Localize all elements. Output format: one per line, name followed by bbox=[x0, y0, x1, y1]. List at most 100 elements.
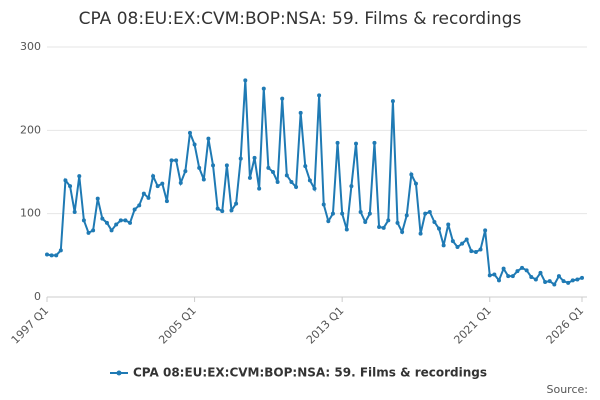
data-point bbox=[141, 191, 146, 196]
data-point bbox=[197, 165, 202, 170]
data-point bbox=[206, 136, 211, 141]
data-point bbox=[307, 178, 312, 183]
y-tick-label: 100 bbox=[20, 207, 41, 220]
x-tick-label: 2021 Q1 bbox=[451, 304, 494, 347]
data-point bbox=[261, 86, 266, 91]
data-point bbox=[556, 274, 561, 279]
data-point bbox=[63, 178, 68, 183]
data-point bbox=[367, 211, 372, 216]
data-point bbox=[91, 228, 96, 233]
data-point bbox=[501, 266, 506, 271]
data-point bbox=[552, 282, 557, 287]
series-line bbox=[46, 80, 583, 286]
data-point bbox=[247, 175, 252, 180]
data-point bbox=[317, 93, 322, 98]
data-point bbox=[483, 228, 488, 233]
data-point bbox=[469, 249, 474, 254]
data-point bbox=[289, 180, 294, 184]
data-point bbox=[201, 177, 206, 182]
data-point bbox=[547, 279, 552, 284]
data-point bbox=[81, 218, 86, 223]
data-point bbox=[224, 163, 229, 168]
data-point bbox=[211, 163, 216, 168]
data-point bbox=[363, 220, 368, 224]
data-point bbox=[510, 274, 515, 279]
data-point bbox=[54, 253, 59, 258]
data-point bbox=[487, 273, 492, 278]
data-point bbox=[354, 141, 359, 146]
data-point bbox=[386, 218, 391, 223]
data-point bbox=[192, 142, 197, 147]
data-point bbox=[298, 110, 303, 115]
data-point bbox=[58, 248, 63, 253]
data-point bbox=[418, 231, 423, 236]
data-point bbox=[349, 184, 354, 189]
data-point bbox=[128, 220, 133, 225]
data-point bbox=[160, 181, 165, 186]
data-point bbox=[515, 269, 520, 274]
data-point bbox=[395, 220, 400, 225]
data-point bbox=[450, 239, 455, 244]
data-point bbox=[77, 174, 82, 179]
data-point bbox=[220, 209, 225, 214]
data-point bbox=[533, 277, 538, 282]
data-point bbox=[275, 180, 280, 184]
data-point bbox=[146, 195, 151, 200]
data-point bbox=[312, 186, 317, 191]
data-point bbox=[441, 243, 446, 248]
data-point bbox=[252, 155, 257, 160]
data-point bbox=[178, 180, 183, 185]
data-point bbox=[238, 156, 243, 161]
data-point bbox=[321, 202, 326, 207]
data-point bbox=[575, 277, 580, 282]
data-point bbox=[49, 253, 54, 258]
data-point bbox=[529, 275, 534, 279]
data-point bbox=[330, 211, 335, 216]
data-point bbox=[446, 222, 451, 227]
data-point bbox=[496, 278, 501, 283]
data-point bbox=[492, 272, 497, 277]
data-point bbox=[280, 96, 285, 101]
y-tick-label: 300 bbox=[20, 40, 41, 53]
data-point bbox=[400, 230, 405, 234]
data-point bbox=[538, 270, 543, 275]
data-point bbox=[270, 170, 275, 174]
legend-marker bbox=[116, 370, 122, 376]
data-point bbox=[86, 230, 91, 235]
data-point bbox=[174, 158, 179, 163]
data-point bbox=[72, 210, 77, 214]
data-point bbox=[234, 201, 239, 206]
x-tick-label: 1997 Q1 bbox=[9, 304, 52, 347]
data-point bbox=[460, 241, 465, 246]
x-tick-label: 2005 Q1 bbox=[156, 304, 199, 347]
data-point bbox=[506, 274, 511, 279]
data-point bbox=[326, 219, 331, 224]
data-point bbox=[169, 158, 174, 163]
data-point bbox=[413, 181, 418, 186]
x-tick-label: 2013 Q1 bbox=[304, 304, 347, 347]
data-point bbox=[372, 140, 377, 145]
data-point bbox=[580, 275, 584, 280]
data-point bbox=[423, 211, 428, 216]
data-point bbox=[381, 225, 386, 230]
data-point bbox=[95, 196, 100, 201]
data-point bbox=[284, 173, 289, 178]
y-tick-label: 200 bbox=[20, 123, 41, 136]
data-point bbox=[155, 184, 160, 189]
data-point bbox=[432, 220, 437, 224]
chart-title: CPA 08:EU:EX:CVM:BOP:NSA: 59. Films & re… bbox=[79, 9, 522, 29]
data-point bbox=[215, 206, 220, 211]
data-point bbox=[358, 210, 363, 214]
data-point bbox=[123, 218, 128, 223]
data-point bbox=[390, 99, 395, 104]
data-point bbox=[100, 216, 105, 221]
data-point bbox=[266, 165, 271, 170]
legend-label: CPA 08:EU:EX:CVM:BOP:NSA: 59. Films & re… bbox=[133, 366, 487, 380]
data-point bbox=[566, 280, 571, 285]
data-point bbox=[455, 245, 460, 249]
data-point bbox=[377, 225, 382, 229]
data-point bbox=[104, 220, 109, 225]
data-point bbox=[344, 227, 349, 232]
data-point bbox=[187, 130, 192, 135]
